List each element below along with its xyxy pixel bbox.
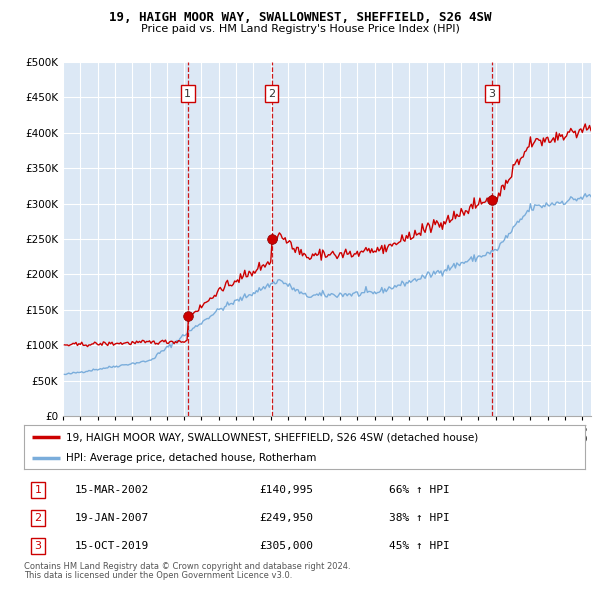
Text: 3: 3 <box>488 89 496 99</box>
Text: £305,000: £305,000 <box>260 541 314 551</box>
Text: £249,950: £249,950 <box>260 513 314 523</box>
Text: 19, HAIGH MOOR WAY, SWALLOWNEST, SHEFFIELD, S26 4SW: 19, HAIGH MOOR WAY, SWALLOWNEST, SHEFFIE… <box>109 11 491 24</box>
Text: 15-OCT-2019: 15-OCT-2019 <box>74 541 149 551</box>
Text: 2: 2 <box>268 89 275 99</box>
Text: 19-JAN-2007: 19-JAN-2007 <box>74 513 149 523</box>
Text: 66% ↑ HPI: 66% ↑ HPI <box>389 485 449 495</box>
Text: Contains HM Land Registry data © Crown copyright and database right 2024.: Contains HM Land Registry data © Crown c… <box>24 562 350 571</box>
Text: 15-MAR-2002: 15-MAR-2002 <box>74 485 149 495</box>
Text: This data is licensed under the Open Government Licence v3.0.: This data is licensed under the Open Gov… <box>24 571 292 580</box>
Text: 45% ↑ HPI: 45% ↑ HPI <box>389 541 449 551</box>
Text: 1: 1 <box>184 89 191 99</box>
Text: 38% ↑ HPI: 38% ↑ HPI <box>389 513 449 523</box>
Text: HPI: Average price, detached house, Rotherham: HPI: Average price, detached house, Roth… <box>66 453 316 463</box>
Text: 19, HAIGH MOOR WAY, SWALLOWNEST, SHEFFIELD, S26 4SW (detached house): 19, HAIGH MOOR WAY, SWALLOWNEST, SHEFFIE… <box>66 432 478 442</box>
Text: Price paid vs. HM Land Registry's House Price Index (HPI): Price paid vs. HM Land Registry's House … <box>140 24 460 34</box>
Text: 1: 1 <box>35 485 41 495</box>
Text: £140,995: £140,995 <box>260 485 314 495</box>
Text: 2: 2 <box>34 513 41 523</box>
Text: 3: 3 <box>35 541 41 551</box>
